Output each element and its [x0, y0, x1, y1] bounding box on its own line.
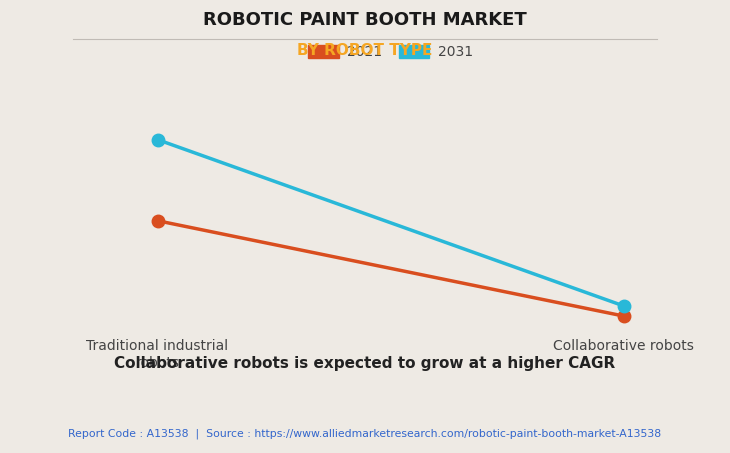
Text: Collaborative robots is expected to grow at a higher CAGR: Collaborative robots is expected to grow…	[115, 356, 615, 371]
Text: Report Code : A13538  |  Source : https://www.alliedmarketresearch.com/robotic-p: Report Code : A13538 | Source : https://…	[69, 428, 661, 439]
Legend: 2021, 2031: 2021, 2031	[303, 39, 478, 65]
Text: ROBOTIC PAINT BOOTH MARKET: ROBOTIC PAINT BOOTH MARKET	[203, 11, 527, 29]
Text: BY ROBOT TYPE: BY ROBOT TYPE	[297, 43, 433, 58]
